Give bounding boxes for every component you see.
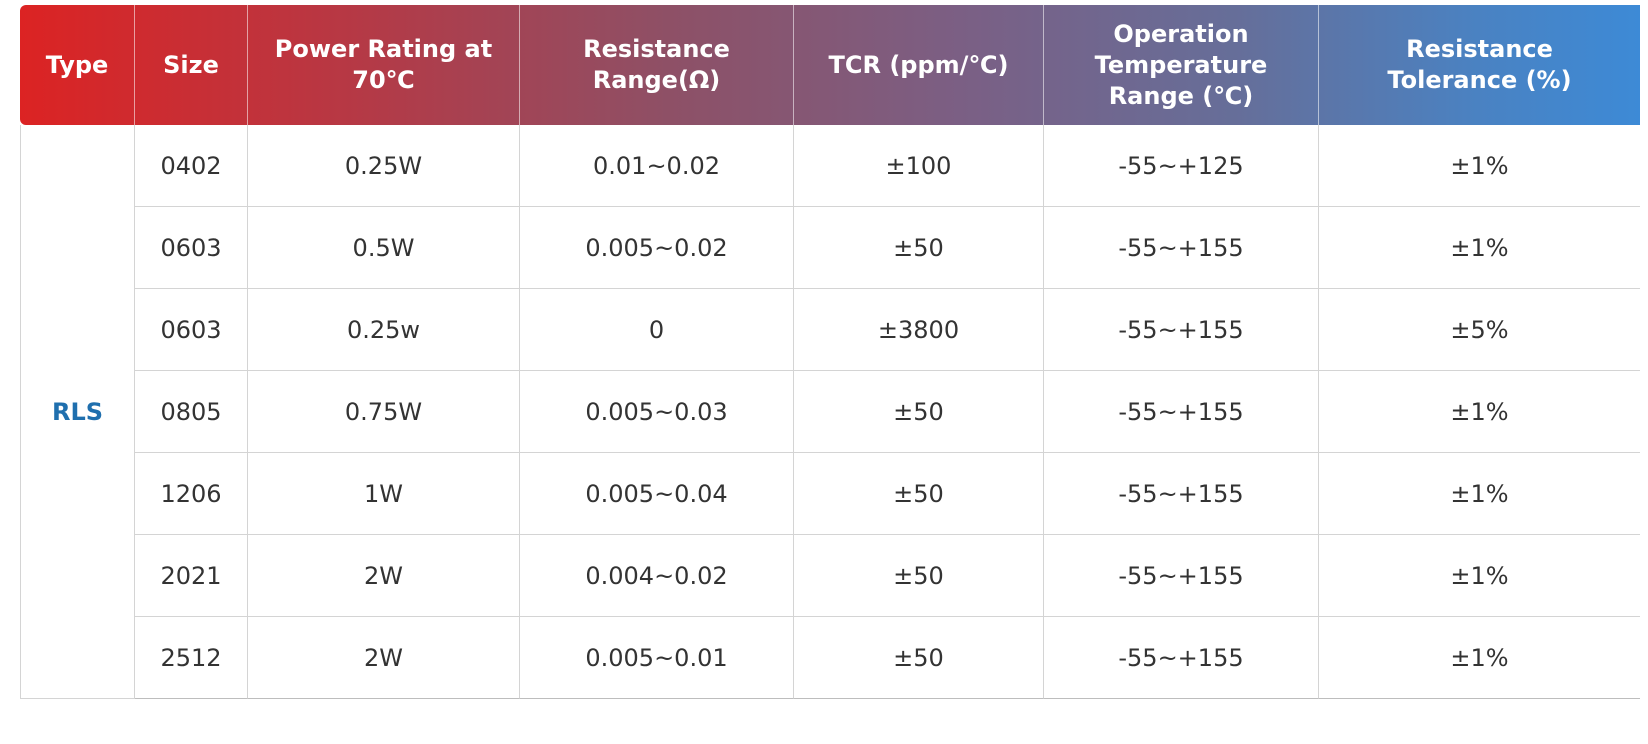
cell-size: 2512: [135, 617, 248, 699]
cell-tolerance: ±1%: [1319, 371, 1640, 453]
cell-power: 1W: [248, 453, 520, 535]
header-power-rating-label: Power Rating at 70℃: [274, 35, 493, 94]
header-tcr: TCR (ppm/℃): [794, 5, 1044, 125]
table-row: 0603 0.25w 0 ±3800 -55~+155 ±5%: [20, 289, 1640, 371]
header-size: Size: [135, 5, 248, 125]
cell-power: 0.75W: [248, 371, 520, 453]
cell-tcr: ±50: [794, 207, 1044, 289]
cell-resistance: 0.005~0.03: [520, 371, 794, 453]
cell-resistance: 0.004~0.02: [520, 535, 794, 617]
cell-tcr: ±50: [794, 617, 1044, 699]
cell-tcr: ±50: [794, 371, 1044, 453]
table-row: RLS 0402 0.25W 0.01~0.02 ±100 -55~+125 ±…: [20, 125, 1640, 699]
header-operation-temperature: Operation Temperature Range (℃): [1044, 5, 1319, 125]
spec-table-container: Type Size Power Rating at 70℃ Resistance…: [20, 5, 1640, 699]
table-row: 2512 2W 0.005~0.01 ±50 -55~+155 ±1%: [20, 617, 1640, 699]
cell-resistance: 0.005~0.01: [520, 617, 794, 699]
resistor-spec-table: Type Size Power Rating at 70℃ Resistance…: [20, 5, 1640, 699]
table-header-row: Type Size Power Rating at 70℃ Resistance…: [20, 5, 1640, 125]
cell-power: 2W: [248, 535, 520, 617]
cell-tcr: ±50: [794, 535, 1044, 617]
cell-resistance: 0: [520, 289, 794, 371]
cell-resistance: 0.005~0.02: [520, 207, 794, 289]
cell-size: 0603: [135, 207, 248, 289]
header-type: Type: [20, 5, 135, 125]
cell-tolerance: ±1%: [1319, 207, 1640, 289]
cell-tolerance: ±1%: [1319, 453, 1640, 535]
cell-size: 0603: [135, 289, 248, 371]
header-operation-temperature-label: Operation Temperature Range (℃): [1094, 19, 1268, 110]
cell-resistance: 0.01~0.02: [520, 125, 794, 207]
table-row: 0603 0.5W 0.005~0.02 ±50 -55~+155 ±1%: [20, 207, 1640, 289]
cell-temperature: -55~+155: [1044, 617, 1319, 699]
header-resistance-range-label: Resistance Range(Ω): [583, 35, 730, 94]
cell-tolerance: ±5%: [1319, 289, 1640, 371]
cell-size: 0805: [135, 371, 248, 453]
header-resistance-tolerance: Resistance Tolerance (%): [1319, 5, 1640, 125]
cell-power: 2W: [248, 617, 520, 699]
cell-temperature: -55~+155: [1044, 371, 1319, 453]
table-row: 0805 0.75W 0.005~0.03 ±50 -55~+155 ±1%: [20, 371, 1640, 453]
table-row: 1206 1W 0.005~0.04 ±50 -55~+155 ±1%: [20, 453, 1640, 535]
cell-tcr: ±50: [794, 453, 1044, 535]
cell-tcr: ±3800: [794, 289, 1044, 371]
cell-temperature: -55~+155: [1044, 453, 1319, 535]
cell-tolerance: ±1%: [1319, 125, 1640, 207]
cell-temperature: -55~+155: [1044, 289, 1319, 371]
cell-resistance: 0.005~0.04: [520, 453, 794, 535]
cell-size: 0402: [135, 125, 248, 207]
cell-tolerance: ±1%: [1319, 617, 1640, 699]
header-resistance-tolerance-label: Resistance Tolerance (%): [1387, 35, 1572, 94]
cell-temperature: -55~+155: [1044, 207, 1319, 289]
header-resistance-range: Resistance Range(Ω): [520, 5, 794, 125]
type-cell-rls: RLS: [20, 125, 135, 699]
cell-size: 1206: [135, 453, 248, 535]
cell-tcr: ±100: [794, 125, 1044, 207]
header-power-rating: Power Rating at 70℃: [248, 5, 520, 125]
cell-size: 2021: [135, 535, 248, 617]
cell-temperature: -55~+155: [1044, 535, 1319, 617]
cell-power: 0.25w: [248, 289, 520, 371]
cell-temperature: -55~+125: [1044, 125, 1319, 207]
cell-power: 0.5W: [248, 207, 520, 289]
table-row: 2021 2W 0.004~0.02 ±50 -55~+155 ±1%: [20, 535, 1640, 617]
cell-power: 0.25W: [248, 125, 520, 207]
cell-tolerance: ±1%: [1319, 535, 1640, 617]
